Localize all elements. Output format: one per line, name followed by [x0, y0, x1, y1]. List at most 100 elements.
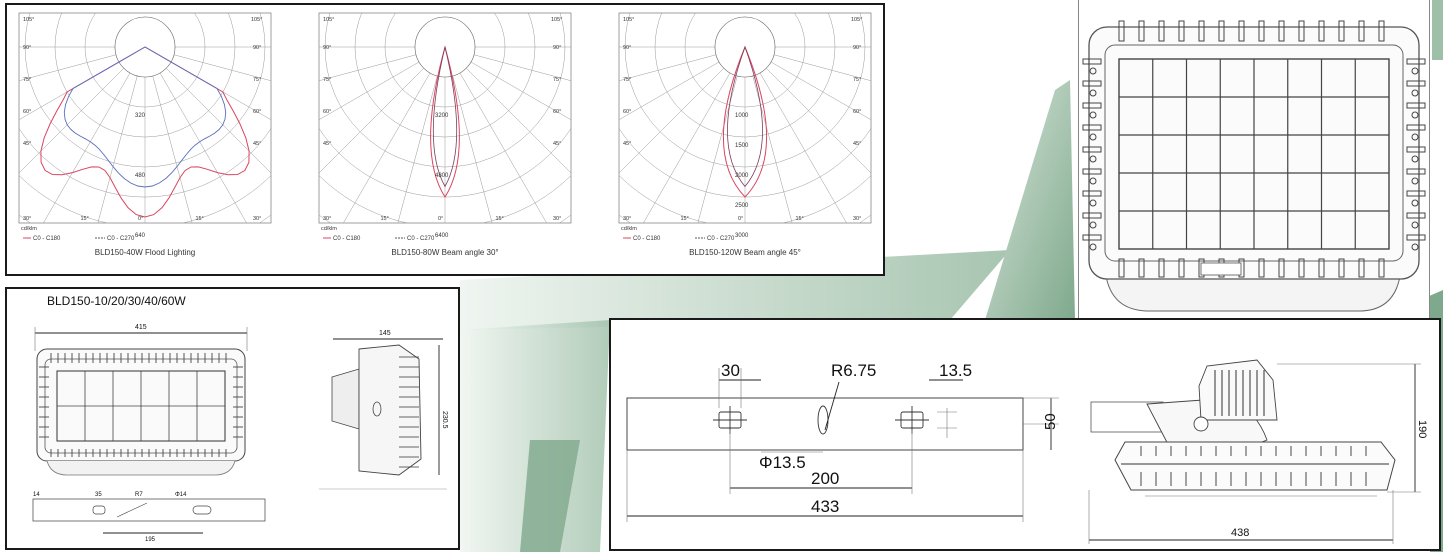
angle-label: 15°	[196, 216, 204, 222]
cooling-fin	[1082, 58, 1102, 65]
large-drawing: 30 R6.75 13.5 50 Φ13.5 200 433	[626, 359, 1428, 544]
cooling-fin	[1378, 258, 1385, 278]
ring-label: 1500	[735, 143, 749, 149]
angle-label: 75°	[253, 77, 261, 83]
top-view-panel	[1078, 0, 1430, 323]
angle-label: 60°	[553, 109, 561, 115]
dim-hole-large: Φ13.5	[759, 453, 806, 472]
dim-hole: Φ14	[175, 492, 187, 498]
bolt	[1411, 89, 1419, 97]
ring-gridline	[54, 13, 236, 138]
bolt	[1411, 221, 1419, 229]
cooling-fin	[1298, 20, 1305, 42]
dim-slot-b: 35	[95, 492, 102, 498]
cooling-fin	[1082, 124, 1102, 131]
radial-gridline	[444, 46, 493, 223]
unit-label: cd/klm	[321, 226, 337, 232]
angle-label: 90°	[23, 45, 31, 51]
ring-gridline	[84, 13, 206, 108]
radial-gridline	[97, 46, 146, 223]
radial-gridline	[619, 46, 746, 82]
radial-gridline	[444, 46, 547, 223]
cooling-fin	[1118, 258, 1125, 278]
dim-height: 230.5	[441, 411, 448, 429]
bolt	[1411, 111, 1419, 119]
cooling-fin	[1158, 20, 1165, 42]
angle-label: 75°	[23, 77, 31, 83]
radial-gridline	[697, 46, 746, 223]
chart-caption: BLD150-120W Beam angle 45°	[689, 248, 801, 257]
small-dimension-panel: BLD150-10/20/30/40/60W 415 145 230.5 14 …	[5, 287, 460, 550]
curve-c0-c270	[432, 46, 458, 188]
cooling-fin	[1406, 212, 1426, 219]
cooling-fin	[1338, 20, 1345, 42]
radial-gridline	[144, 46, 271, 82]
cooling-fin	[1238, 20, 1245, 42]
cooling-fin	[1406, 190, 1426, 197]
angle-label: 105°	[851, 17, 862, 23]
angle-label: 105°	[323, 17, 334, 23]
unit-label: cd/klm	[21, 226, 37, 232]
angle-label: 60°	[23, 109, 31, 115]
bolt	[1089, 243, 1097, 251]
ring-label: 480	[135, 173, 146, 179]
angle-label: 75°	[623, 77, 631, 83]
cooling-fin	[1298, 258, 1305, 278]
radial-gridline	[144, 46, 271, 174]
radial-gridline	[319, 46, 446, 174]
angle-label: 0°	[138, 216, 143, 222]
radial-gridline	[319, 46, 446, 82]
dim-slot-width: 30	[721, 361, 740, 380]
angle-label: 105°	[251, 17, 262, 23]
dim-bar-height: 50	[1042, 413, 1059, 430]
dim-width: 415	[135, 324, 147, 331]
angle-label: 75°	[853, 77, 861, 83]
radial-gridline	[144, 46, 247, 223]
curve-c0-c270	[727, 45, 763, 188]
cooling-fin	[1318, 258, 1325, 278]
angle-label: 75°	[323, 77, 331, 83]
ring-gridline	[384, 13, 506, 108]
legend-label: C0 - C180	[633, 236, 661, 242]
angle-label: 90°	[553, 45, 561, 51]
radial-gridline	[343, 46, 446, 223]
bolt	[1089, 133, 1097, 141]
photometric-panel: 320 480 640 105° 105° 90° 90° 75° 75° 60° 60° 45° 45…	[5, 3, 885, 276]
ring-label: 320	[135, 113, 146, 119]
angle-label: 15°	[681, 216, 689, 222]
polar-chart-3: 1000 1500 2000 2500 3000 105° 105° 90° 90° 75° 75°…	[618, 12, 872, 257]
polar-chart-1: 320 480 640 105° 105° 90° 90° 75° 75° 60° 60° 45° 45…	[18, 12, 272, 257]
ring-label: 4800	[435, 173, 449, 179]
legend-label: C0 - C180	[333, 236, 361, 242]
angle-label: 30°	[23, 216, 31, 222]
radial-gridline	[19, 46, 146, 174]
cooling-fin	[1258, 258, 1265, 278]
cooling-fin	[1278, 20, 1285, 42]
cooling-fin	[1178, 258, 1185, 278]
cooling-fin	[1338, 258, 1345, 278]
chart-caption: BLD150-80W Beam angle 30°	[391, 248, 498, 257]
angle-label: 90°	[623, 45, 631, 51]
cooling-fin	[1218, 20, 1225, 42]
cooling-fin	[1406, 168, 1426, 175]
angle-label: 60°	[623, 109, 631, 115]
radial-gridline	[744, 46, 847, 223]
cooling-fin	[1358, 258, 1365, 278]
dim-radius-large: R6.75	[831, 361, 876, 380]
angle-label: 0°	[438, 216, 443, 222]
angle-label: 45°	[23, 141, 31, 147]
angle-label: 15°	[496, 216, 504, 222]
polar-chart-2: 3200 4800 6400 105° 105° 90° 90° 75° 75° 60° 60° 45…	[318, 12, 572, 257]
dim-side-width: 438	[1231, 527, 1249, 539]
cooling-fin	[1082, 168, 1102, 175]
angle-label: 15°	[81, 216, 89, 222]
angle-label: 45°	[253, 141, 261, 147]
cooling-fin	[1198, 20, 1205, 42]
radial-gridline	[744, 46, 793, 223]
ring-label: 6400	[435, 233, 449, 239]
cooling-fin	[1406, 80, 1426, 87]
legend-label: C0 - C270	[407, 236, 435, 242]
dim-depth: 145	[379, 330, 391, 337]
cooling-fin	[1082, 234, 1102, 241]
radial-gridline	[744, 46, 871, 82]
